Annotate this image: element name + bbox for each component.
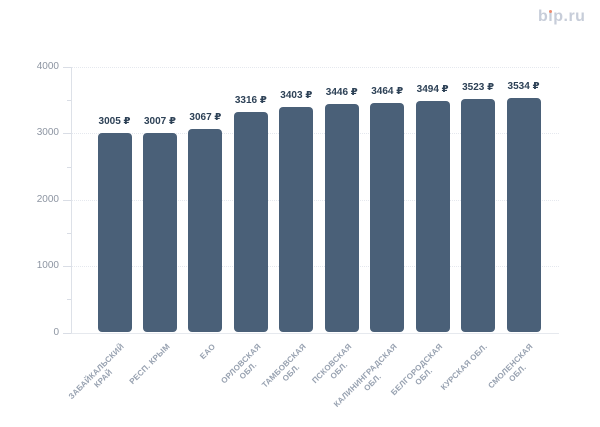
x-tick-label: ЗАБАЙКАЛЬСКИЙ КРАЙ — [67, 342, 133, 408]
bar[interactable] — [97, 133, 132, 332]
bar[interactable] — [279, 106, 314, 332]
x-tick-label: РЕСП. КРЫМ — [127, 342, 171, 386]
logo-text-b: b — [538, 8, 549, 25]
y-axis-tick — [63, 332, 71, 334]
gridline — [72, 199, 559, 201]
y-axis-tick — [63, 266, 71, 268]
bar-value-label: 3403 ₽ — [280, 89, 313, 101]
y-axis-minor-tick — [67, 166, 71, 168]
bar[interactable] — [142, 132, 177, 332]
logo-i-dot — [548, 9, 553, 13]
y-tick-label: 1000 — [36, 260, 59, 272]
y-tick-label: 3000 — [36, 127, 59, 139]
bar-value-label: 3067 ₽ — [189, 111, 222, 123]
x-tick-label: СМОЛЕНСКАЯ ОБЛ. — [487, 342, 542, 397]
logo-i-stem: ı — [548, 8, 554, 25]
bar[interactable] — [461, 98, 496, 332]
y-axis-minor-tick — [67, 299, 71, 301]
x-tick-label-line: ЗАБАЙКАЛЬСКИЙ — [66, 341, 126, 401]
bar[interactable] — [506, 97, 541, 332]
gridline — [72, 67, 559, 68]
bar[interactable] — [188, 128, 223, 332]
x-tick-label: ТАМБОВСКАЯ ОБЛ. — [260, 342, 315, 397]
gridline — [72, 266, 559, 268]
x-tick-label: ЕАО — [198, 342, 217, 361]
y-axis-tick — [63, 67, 71, 68]
bar-value-label: 3464 ₽ — [371, 85, 404, 97]
bar-value-label: 3534 ₽ — [507, 80, 540, 92]
y-tick-label: 4000 — [36, 61, 59, 72]
bar-value-label: 3494 ₽ — [416, 83, 449, 95]
x-tick-label: КУРСКАЯ ОБЛ. — [440, 342, 490, 392]
bar-value-label: 3005 ₽ — [98, 116, 131, 128]
bar[interactable] — [324, 103, 359, 332]
y-axis-minor-tick — [67, 100, 71, 102]
logo-text-rest: p.ru — [553, 8, 586, 25]
y-axis-tick — [63, 133, 71, 135]
y-axis-tick — [63, 199, 71, 201]
bar-chart-plot-area: 0 1000 2000 3000 4000 3005 ₽ 3007 ₽ 3067 ₽ 3316 … — [37, 61, 559, 408]
bar[interactable] — [370, 102, 405, 332]
bar-value-label: 3316 ₽ — [234, 95, 267, 107]
bip-logo[interactable]: bı p.ru — [538, 8, 585, 26]
bar[interactable] — [233, 112, 268, 332]
y-tick-label: 0 — [53, 326, 59, 338]
x-tick-label-line: КУРСКАЯ ОБЛ. — [439, 341, 490, 392]
bar-value-label: 3007 ₽ — [143, 115, 176, 127]
y-tick-label: 2000 — [36, 193, 59, 205]
y-axis-minor-tick — [67, 232, 71, 234]
gridline — [72, 133, 559, 135]
bar-value-label: 3523 ₽ — [462, 81, 495, 93]
bar-value-label: 3446 ₽ — [325, 86, 358, 98]
x-tick-label-line: РЕСП. КРЫМ — [127, 341, 172, 386]
logo-text-i: ı — [548, 8, 553, 26]
bar[interactable] — [415, 100, 450, 332]
x-tick-label-line: ЕАО — [197, 341, 217, 361]
